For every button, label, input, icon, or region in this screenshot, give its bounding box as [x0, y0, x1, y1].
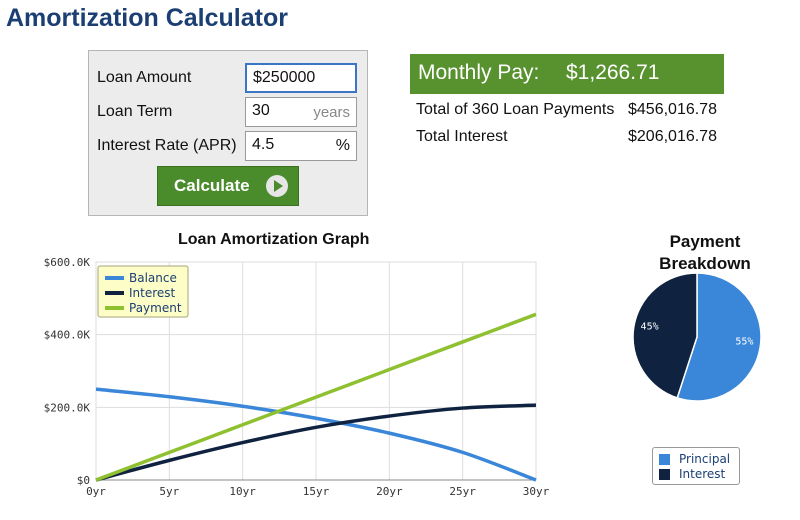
loan-amount-label: Loan Amount: [97, 69, 192, 86]
y-tick-label: $0: [77, 474, 90, 487]
interest-swatch: [659, 469, 670, 480]
interest-rate-value: 4.5: [252, 136, 275, 153]
interest-rate-label: Interest Rate (APR): [97, 137, 237, 154]
legend-label-balance: Balance: [129, 271, 177, 285]
total-interest-value: $206,016.78: [628, 128, 717, 145]
loan-term-input[interactable]: 30 years: [245, 97, 357, 127]
x-tick-label: 15yr: [303, 485, 330, 498]
percent-unit: %: [335, 137, 350, 154]
total-payments-value: $456,016.78: [628, 101, 717, 118]
pie-slice-interest: [632, 272, 698, 399]
total-payments-label: Total of 360 Loan Payments: [416, 101, 615, 118]
x-tick-label: 20yr: [376, 485, 403, 498]
loan-term-value: 30: [252, 102, 270, 119]
loan-amount-row: Loan Amount $250000: [89, 61, 367, 95]
play-arrow-icon: [266, 175, 288, 197]
page-title: Amortization Calculator: [6, 4, 288, 32]
series-line-balance: [95, 387, 537, 482]
x-tick-label: 5yr: [159, 485, 179, 498]
pie-value-label-principal: 55%: [735, 337, 753, 348]
calculate-button[interactable]: Calculate: [157, 166, 299, 206]
line-chart-title: Loan Amortization Graph: [178, 231, 370, 248]
legend-label-interest: Interest: [129, 286, 176, 300]
pie-chart-title: Payment Breakdown: [659, 232, 751, 273]
interest-rate-input[interactable]: 4.5 %: [245, 131, 357, 161]
y-tick-label: $600.0K: [44, 256, 91, 269]
pie-value-label-interest: 45%: [641, 321, 659, 332]
loan-amount-input[interactable]: $250000: [245, 63, 357, 93]
pie-slice-principal: [676, 272, 762, 402]
loan-term-row: Loan Term 30 years: [89, 95, 367, 129]
principal-legend-label: Principal: [679, 452, 731, 466]
interest-rate-row: Interest Rate (APR) 4.5 %: [89, 129, 367, 163]
x-tick-label: 30yr: [523, 485, 550, 498]
y-tick-label: $400.0K: [44, 329, 91, 342]
monthly-pay-label: Monthly Pay:: [418, 61, 540, 84]
x-tick-label: 0yr: [86, 485, 106, 498]
series-line-payment: [95, 312, 537, 482]
calculate-label: Calculate: [174, 176, 250, 195]
monthly-pay-banner: Monthly Pay: $1,266.71: [410, 54, 724, 94]
series-line-interest: [95, 403, 537, 482]
legend-label-payment: Payment: [129, 301, 182, 315]
y-tick-label: $200.0K: [44, 401, 91, 414]
total-interest-label: Total Interest: [416, 128, 508, 145]
principal-swatch: [659, 454, 670, 465]
loan-term-unit: years: [313, 104, 350, 121]
interest-legend-label: Interest: [679, 467, 726, 481]
x-tick-label: 25yr: [449, 485, 476, 498]
monthly-pay-value: $1,266.71: [566, 61, 660, 84]
loan-form: Loan Amount $250000 Loan Term 30 years I…: [88, 50, 368, 216]
x-tick-label: 10yr: [229, 485, 256, 498]
loan-amount-value: $250000: [253, 69, 316, 86]
loan-term-label: Loan Term: [97, 103, 173, 120]
pie-legend: Principal Interest: [652, 447, 740, 485]
